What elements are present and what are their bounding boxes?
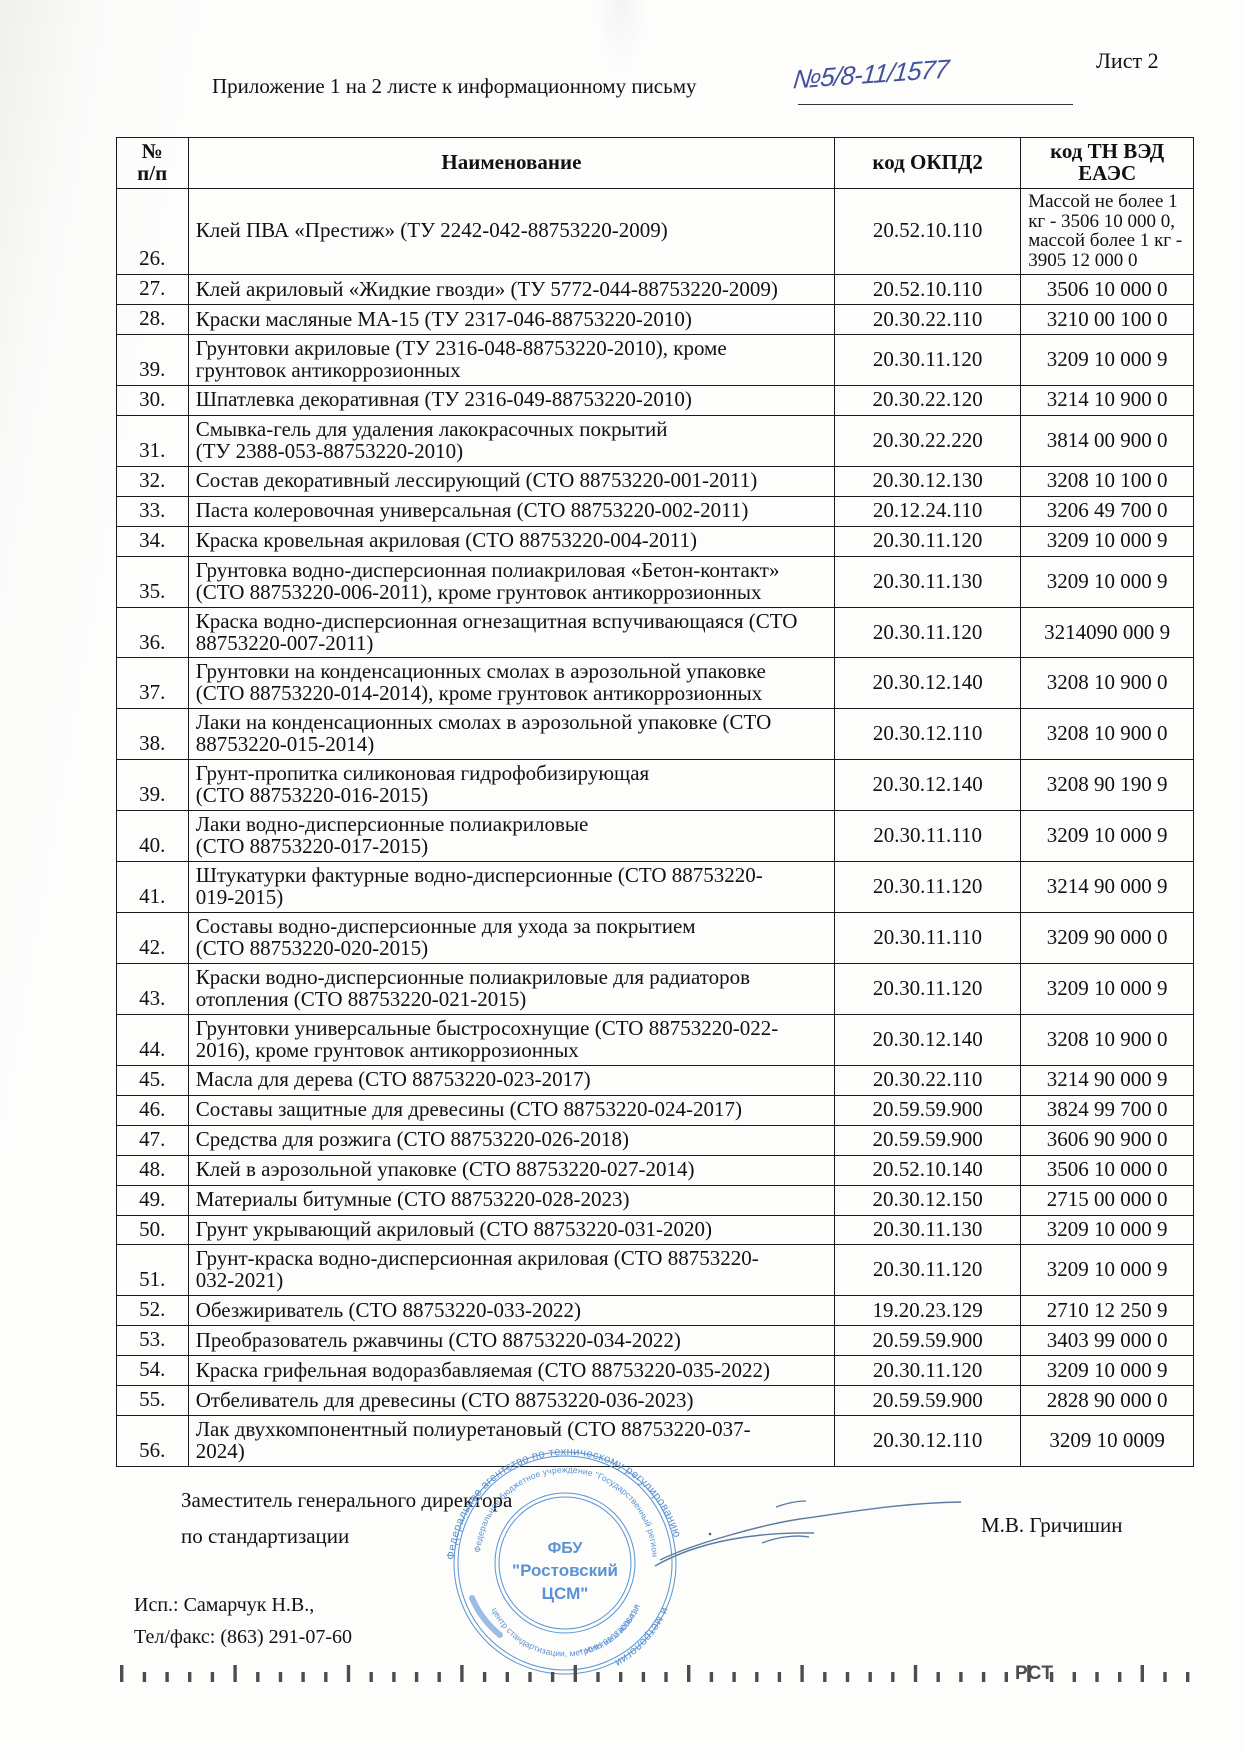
svg-text:PCT: PCT xyxy=(1015,1663,1053,1684)
svg-text:"Ростовский: "Ростовский xyxy=(512,1561,618,1580)
svg-text:ФБУ: ФБУ xyxy=(548,1540,584,1557)
svg-text:ЦСМ": ЦСМ" xyxy=(542,1584,589,1603)
